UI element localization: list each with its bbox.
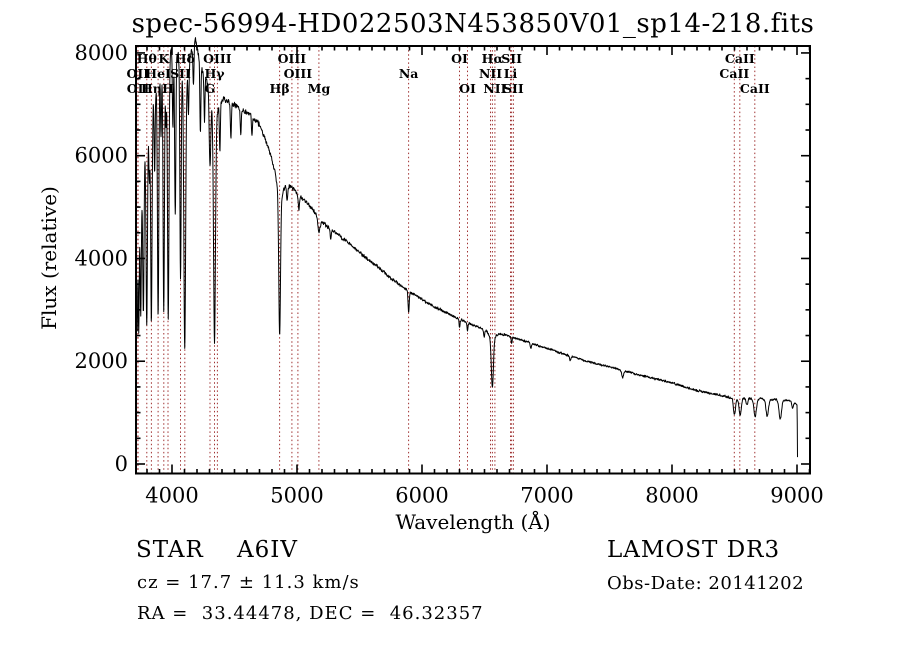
spectral-line-label: OIII [284, 66, 313, 81]
spectral-line-label: Hβ [270, 81, 290, 96]
spectral-line-label: OII [127, 81, 150, 96]
survey-label: LAMOST DR3 [607, 537, 781, 563]
plot-title: spec-56994-HD022503N453850V01_sp14-218.f… [131, 9, 815, 39]
y-tick-label: 4000 [75, 246, 128, 270]
y-tick-label: 8000 [75, 41, 128, 65]
x-tick-label: 5000 [270, 484, 323, 508]
spectral-line-label: Na [399, 66, 419, 81]
spectral-line-label: OII [127, 66, 150, 81]
x-tick-label: 4000 [145, 484, 198, 508]
x-tick-label: 8000 [645, 484, 698, 508]
spectrum-curve [135, 37, 798, 458]
object-class-label: STAR A6IV [136, 537, 298, 563]
spectral-line-label: Li [504, 66, 518, 81]
spectral-line-label: OI [459, 81, 476, 96]
spectral-line-label: OIII [278, 51, 307, 66]
obs-date-label: Obs-Date: 20141202 [607, 573, 805, 594]
x-tick-label: 9000 [770, 484, 823, 508]
y-axis-title: Flux (relative) [37, 186, 61, 330]
spectral-line-label: OIII [203, 51, 232, 66]
spectral-line-label: Hγ [204, 66, 225, 81]
spectral-line-label: NII [479, 66, 502, 81]
y-tick-label: 2000 [75, 349, 128, 373]
spectral-line-label: HeI [145, 66, 171, 81]
spectral-line-label: OI [451, 51, 468, 66]
spectral-line-label: K [158, 51, 170, 66]
spectral-line-label: CaII [719, 66, 749, 81]
spectral-line-label: CaII [725, 51, 755, 66]
spectral-line-label: G [205, 81, 216, 96]
plot-frame [135, 45, 811, 475]
spectral-line-label: SII [170, 66, 191, 81]
x-axis-title: Wavelength (Å) [395, 509, 550, 534]
spectral-line-label: Hα [482, 51, 504, 66]
spectral-line-label: NII [483, 81, 506, 96]
radial-velocity-label: cz = 17.7 ± 11.3 km/s [137, 572, 360, 593]
x-tick-label: 7000 [520, 484, 573, 508]
y-tick-label: 6000 [75, 144, 128, 168]
spectral-line-label: H [162, 81, 174, 96]
spectral-line-label: Hη [141, 81, 162, 96]
coordinates-label: RA = 33.44478, DEC = 46.32357 [137, 603, 484, 624]
x-tick-label: 6000 [395, 484, 448, 508]
spectral-line-label: Mg [308, 81, 331, 96]
spectral-line-label: Hθ [137, 51, 157, 66]
spectral-line-label: SII [501, 51, 522, 66]
spectral-line-label: SII [503, 81, 524, 96]
spectral-line-label: CaII [740, 81, 770, 96]
y-tick-label: 0 [115, 452, 128, 476]
